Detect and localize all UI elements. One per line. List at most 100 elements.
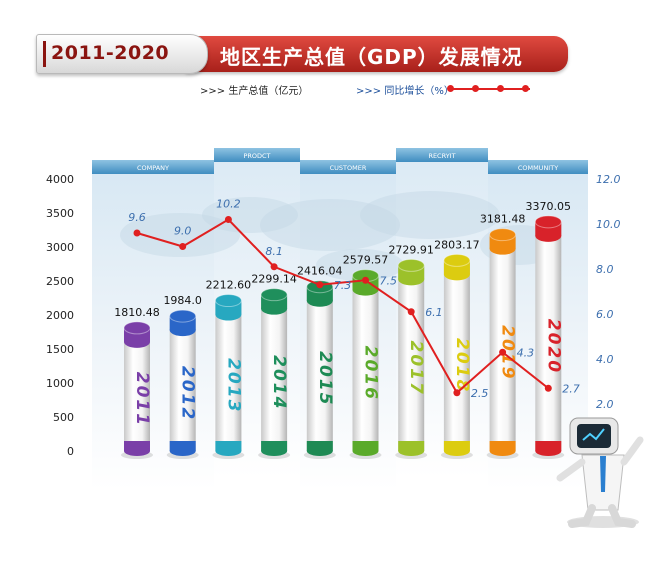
bar-base <box>124 446 150 456</box>
legend-line-swatch <box>450 88 530 90</box>
bar-2014: 2299.14 2014 <box>251 273 297 459</box>
title-banner: 2011-2020 地区生产总值（GDP）发展情况 <box>36 34 568 74</box>
banner-red-bar <box>186 36 568 72</box>
panel-label: CUSTOMER <box>330 164 367 172</box>
bar-2018: 2803.17 2018 <box>434 238 480 459</box>
left-axis-tick: 2000 <box>46 309 74 322</box>
growth-point <box>544 384 552 392</box>
bar-cap-lower <box>215 308 242 321</box>
left-axis-tick: 0 <box>67 445 74 458</box>
bar-value-label: 1984.0 <box>163 294 202 307</box>
bar-2017: 2729.91 2017 <box>388 243 434 459</box>
bar-cap-top <box>489 228 517 242</box>
bar-year-label: 2018 <box>452 338 472 393</box>
bar-body <box>124 327 150 451</box>
left-axis-tick: 3500 <box>46 207 74 220</box>
mascot-arm-left <box>556 458 586 482</box>
panel-label: COMPANY <box>137 164 169 172</box>
bar-cap-lower <box>352 283 379 296</box>
bar-value-label: 3181.48 <box>480 213 526 226</box>
bar-value-label: 2729.91 <box>388 243 434 256</box>
bar-cap-lower <box>261 302 288 315</box>
bar-value-label: 1810.48 <box>114 306 160 319</box>
growth-value-label: 9.0 <box>174 225 192 238</box>
bar-body <box>215 300 242 451</box>
growth-point <box>316 281 324 289</box>
growth-value-label: 6.1 <box>425 306 443 319</box>
map-shape <box>360 191 500 239</box>
mascot-tie <box>600 456 606 492</box>
panel-strip <box>488 160 588 174</box>
bar-year-label: 2019 <box>498 325 518 380</box>
left-axis-tick: 3000 <box>46 241 74 254</box>
bar-body <box>398 265 425 451</box>
bar-cap-top <box>443 253 471 267</box>
bar-body <box>306 286 333 451</box>
bar-cap-lower <box>443 268 470 281</box>
panel-label: RECRYIT <box>428 152 455 160</box>
bar-base <box>352 446 379 456</box>
legend-gdp: >>> 生产总值（亿元） <box>200 86 309 97</box>
mascot-screen-graph <box>582 428 605 441</box>
right-axis-tick: 10.0 <box>596 218 621 231</box>
growth-value-label: 2.7 <box>562 382 580 395</box>
bar-value-label: 2579.57 <box>343 254 389 267</box>
growth-line <box>136 218 549 395</box>
legend-dot <box>522 85 529 92</box>
mascot-screen <box>577 424 611 448</box>
bar-year-label: 2017 <box>406 341 426 396</box>
growth-point <box>362 276 369 284</box>
growth-point <box>407 308 415 316</box>
panel-strip <box>396 148 488 162</box>
bar-year-label: 2013 <box>223 358 243 413</box>
bar-body <box>352 275 379 451</box>
bar-cap-top <box>397 258 425 272</box>
mascot-leg-left <box>568 504 596 528</box>
banner-years: 2011-2020 <box>51 42 170 64</box>
left-axis-tick: 2500 <box>46 275 74 288</box>
bar-base <box>261 446 288 456</box>
bar-cap-lower <box>124 335 150 348</box>
bar-cap-top <box>260 288 288 302</box>
bar-base <box>169 446 196 456</box>
bar-2012: 1984.0 2012 <box>163 294 202 459</box>
bar-value-label: 3370.05 <box>526 200 572 213</box>
bar-year-label: 2016 <box>361 346 381 401</box>
bar-value-label: 2299.14 <box>251 273 297 286</box>
bar-year-label: 2020 <box>543 319 563 374</box>
bar-body <box>169 316 196 451</box>
bar-value-label: 2803.17 <box>434 238 480 251</box>
legend-growth: >>> 同比增长（%） <box>356 86 454 97</box>
bar-2019: 3181.48 2019 <box>480 213 526 459</box>
bar-cap-lower <box>489 242 516 255</box>
chart-title: 地区生产总值（GDP）发展情况 <box>220 45 523 69</box>
right-axis-tick: 8.0 <box>596 263 614 276</box>
bar-2016: 2579.57 2016 <box>343 254 389 459</box>
banner-year-tab: 2011-2020 <box>36 34 208 74</box>
bar-body <box>535 221 562 451</box>
bar-year-label: 2015 <box>315 351 335 406</box>
bar-cap-top <box>214 294 242 308</box>
map-shape <box>202 197 298 233</box>
bar-value-label: 2416.04 <box>297 265 343 278</box>
bar-year-label: 2011 <box>132 372 152 427</box>
panel-strip <box>214 148 300 162</box>
bar-base <box>443 446 470 456</box>
bar-base <box>398 446 425 456</box>
legend-dot <box>497 85 504 92</box>
bar-2020: 3370.05 2020 <box>526 200 572 459</box>
left-axis-tick: 1000 <box>46 377 74 390</box>
bar-body <box>443 260 470 451</box>
bar-cap-lower <box>169 324 196 337</box>
bar-cap-top <box>123 321 151 335</box>
panel-strip <box>300 160 396 174</box>
bar-year-label: 2012 <box>178 366 198 421</box>
left-axis-tick: 500 <box>53 411 74 424</box>
mascot-leg-right <box>608 504 636 528</box>
map-shape <box>316 249 404 281</box>
right-axis-tick: 2.0 <box>596 398 614 411</box>
growth-value-label: 7.3 <box>334 279 352 292</box>
growth-point <box>453 389 461 397</box>
bar-2015: 2416.04 2015 <box>297 265 343 459</box>
